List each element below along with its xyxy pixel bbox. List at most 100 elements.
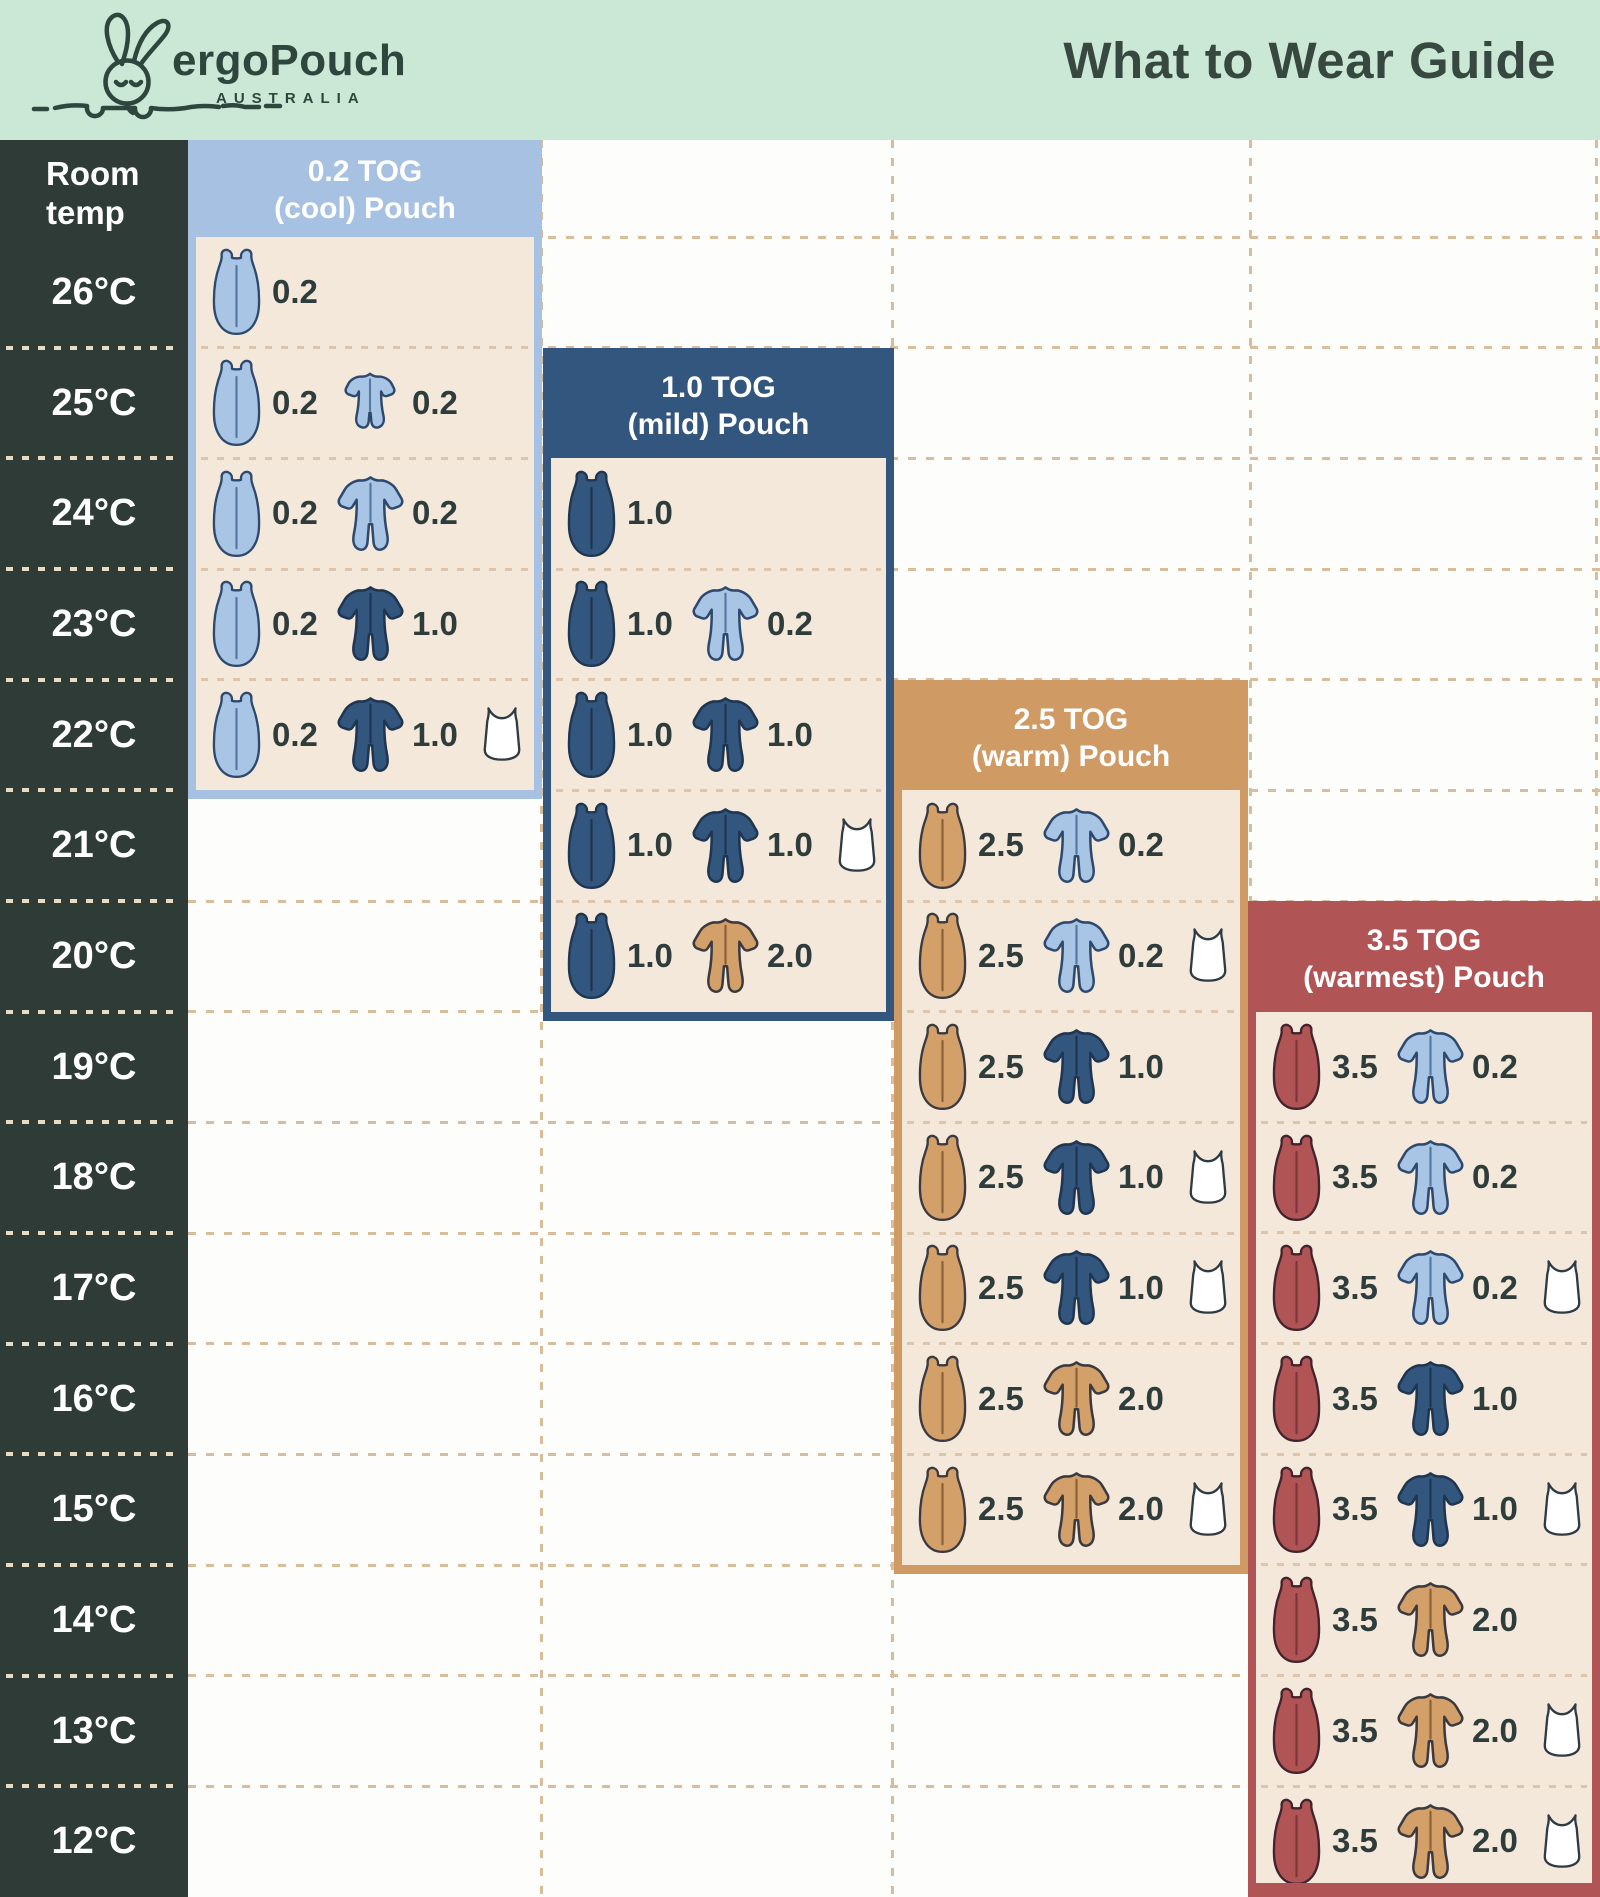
romper-icon <box>1042 1470 1111 1550</box>
panel-row-divider <box>907 1010 1235 1014</box>
garment-tog-value: 0.2 <box>1472 1268 1518 1306</box>
grid-row-line <box>188 346 1600 350</box>
pouch-tog-value: 1.0 <box>627 826 673 864</box>
guide-row-19c: 3.5 0.2 <box>1256 1012 1592 1123</box>
garment-tog-value: 1.0 <box>1472 1379 1518 1417</box>
tog-panel-body: 0.2 0.2 0.2 0.2 0.2 0.2 1.0 0.2 1.0 <box>188 237 542 800</box>
guide-row-18c: 3.5 0.2 <box>1256 1122 1592 1233</box>
sleeping-bag-pouch-icon <box>1268 1354 1325 1444</box>
guide-row-20c: 1.0 2.0 <box>551 901 886 1012</box>
temp-row-divider <box>6 1341 182 1346</box>
pouch-tog-value: 2.5 <box>978 1490 1024 1528</box>
tog-panel-header: 1.0 TOG (mild) Pouch <box>543 347 894 459</box>
sleeping-bag-pouch-icon <box>563 579 620 669</box>
sleeping-bunny-icon <box>31 12 283 120</box>
singlet-icon <box>1539 1259 1585 1317</box>
temp-row-divider <box>6 1563 182 1567</box>
grid-column-line <box>540 140 543 1897</box>
sleeping-bag-pouch-icon <box>563 469 620 559</box>
romper-icon <box>1042 916 1111 996</box>
singlet-icon <box>1185 1481 1231 1539</box>
temp-label: 13°C <box>51 1709 137 1752</box>
panel-row-divider <box>201 456 529 460</box>
guide-row-16c: 2.5 2.0 <box>902 1344 1240 1455</box>
singlet-icon <box>1185 1149 1231 1207</box>
garment-tog-value: 0.2 <box>767 605 813 643</box>
tog-panel-body: 1.0 1.0 0.2 1.0 1.0 1.0 1.0 1.0 2.0 <box>543 458 894 1021</box>
panel-row-divider <box>907 1452 1235 1456</box>
romper-icon <box>1042 1248 1111 1328</box>
romper-icon <box>1396 1691 1465 1771</box>
sleeping-bag-pouch-icon <box>563 801 620 891</box>
panel-row-divider <box>1261 1674 1587 1678</box>
tog-panel-title-line1: 2.5 TOG <box>1013 702 1129 736</box>
garment-tog-value: 2.0 <box>1118 1379 1164 1417</box>
room-temp-header-line1: Room <box>46 155 140 192</box>
sleeping-bag-pouch-icon <box>914 1022 971 1112</box>
guide-row-24c: 1.0 <box>551 458 886 569</box>
guide-row-23c: 1.0 0.2 <box>551 569 886 680</box>
temp-label: 18°C <box>51 1156 137 1199</box>
panel-row-divider <box>556 788 881 792</box>
sleeping-bag-pouch-icon <box>914 1243 971 1333</box>
panel-row-divider <box>1261 1563 1587 1567</box>
guide-row-13c: 3.5 2.0 <box>1256 1676 1592 1787</box>
sleeping-bag-pouch-icon <box>1268 1243 1325 1333</box>
garment-tog-value: 1.0 <box>412 605 458 642</box>
tog-panel-title-line2: (warmest) Pouch <box>1303 961 1545 994</box>
guide-row-22c: 1.0 1.0 <box>551 680 886 791</box>
temp-row-divider <box>6 1120 182 1125</box>
panel-row-divider <box>907 899 1235 903</box>
guide-row-16c: 3.5 1.0 <box>1256 1344 1592 1455</box>
page-title: What to Wear Guide <box>1063 32 1556 89</box>
temp-label: 20°C <box>51 935 137 977</box>
romper-icon <box>691 584 760 664</box>
tog-panel-title-line2: (mild) Pouch <box>627 407 810 441</box>
temp-row-divider <box>6 899 182 903</box>
panel-row-divider <box>1261 1231 1587 1235</box>
garment-tog-value: 1.0 <box>1118 1158 1164 1196</box>
garment-tog-value: 1.0 <box>412 715 458 753</box>
pouch-tog-value: 3.5 <box>1332 1490 1378 1528</box>
pouch-tog-value: 2.5 <box>978 1379 1024 1417</box>
guide-row-21c: 2.5 0.2 <box>902 790 1240 901</box>
garment-tog-value: 1.0 <box>1118 1269 1164 1307</box>
sleeping-bag-pouch-icon <box>914 1133 971 1223</box>
pouch-tog-value: 3.5 <box>1332 1268 1378 1306</box>
romper-icon <box>336 695 405 775</box>
top-header-bar: ergoPouch AUSTRALIA What to Wear Guide <box>0 0 1600 140</box>
romper-icon <box>1396 1470 1465 1550</box>
guide-row-17c: 2.5 1.0 <box>902 1233 1240 1344</box>
temp-label: 24°C <box>51 492 137 535</box>
guide-row-23c: 0.2 1.0 <box>196 569 534 680</box>
grid-row-line <box>188 1784 1600 1788</box>
tog-panel-body: 3.5 0.2 3.5 0.2 3.5 0.2 3.5 1.0 3.5 1.0 3.5 2.0 3.5 2… <box>1248 1011 1600 1897</box>
pouch-tog-value: 2.5 <box>978 1269 1024 1307</box>
garment-tog-value: 0.2 <box>1118 826 1164 864</box>
pouch-tog-value: 2.5 <box>978 937 1024 975</box>
pouch-tog-value: 0.2 <box>272 715 318 753</box>
pouch-tog-value: 0.2 <box>272 605 318 642</box>
pouch-tog-value: 2.5 <box>978 1047 1024 1085</box>
temp-row-divider <box>6 1673 182 1678</box>
panel-row-divider <box>201 678 529 682</box>
pouch-tog-value: 0.2 <box>272 383 318 421</box>
romper-icon <box>691 806 760 886</box>
temp-label: 19°C <box>51 1045 137 1088</box>
temp-label: 12°C <box>51 1820 137 1863</box>
pouch-tog-value: 3.5 <box>1332 1158 1378 1196</box>
tog-panel-title-line1: 0.2 TOG <box>307 155 423 188</box>
romper-icon <box>1396 1027 1465 1107</box>
pouch-tog-value: 1.0 <box>627 605 673 643</box>
garment-tog-value: 1.0 <box>767 826 813 864</box>
temp-label: 23°C <box>51 603 137 645</box>
sleeping-bag-pouch-icon <box>914 801 971 891</box>
pouch-tog-value: 3.5 <box>1332 1822 1378 1860</box>
romper-icon <box>1042 806 1111 886</box>
pouch-tog-value: 3.5 <box>1332 1047 1378 1085</box>
garment-tog-value: 0.2 <box>1472 1158 1518 1196</box>
sleeping-bag-pouch-icon <box>1268 1797 1325 1883</box>
tog-panel-header: 3.5 TOG (warmest) Pouch <box>1248 901 1600 1012</box>
brand-country: AUSTRALIA <box>216 90 366 107</box>
temp-row-divider <box>6 1452 182 1457</box>
